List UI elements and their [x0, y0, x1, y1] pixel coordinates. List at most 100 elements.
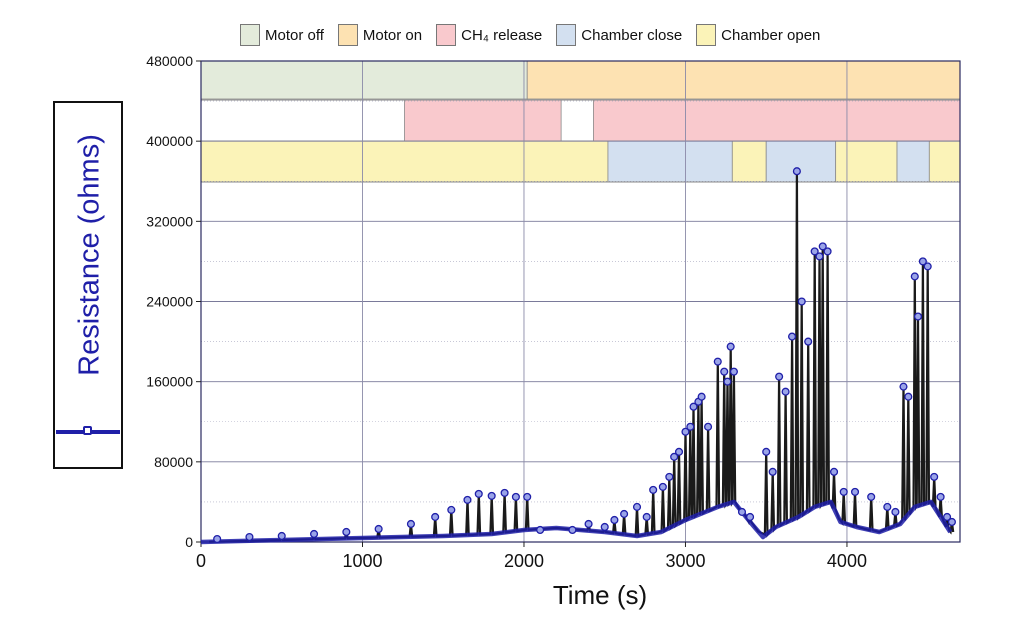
y-tick-label-80000: 80000 [154, 454, 193, 470]
series-point-10 [474, 489, 483, 498]
series-point-28 [681, 427, 690, 436]
x-axis-title: Time (s) [552, 580, 648, 610]
series-trace-black [209, 171, 955, 543]
series-point-17 [584, 519, 593, 529]
series-point-22 [642, 512, 651, 521]
series-point-46 [792, 167, 801, 176]
legend-item-chamber-close: Chamber close [556, 24, 682, 46]
series-point-37 [726, 342, 735, 351]
series-point-6 [406, 519, 415, 529]
band-chamber-segment-3 [765, 140, 837, 183]
series-point-20 [620, 509, 629, 518]
band-chamber-segment-6 [928, 140, 961, 183]
series-point-66 [936, 492, 945, 501]
series-point-47 [797, 297, 806, 306]
series-point-33 [704, 422, 713, 431]
series-point-15 [536, 525, 545, 535]
series-point-64 [923, 262, 932, 271]
y-tick-label-0: 0 [185, 534, 193, 550]
series-point-18 [600, 522, 609, 532]
series-point-41 [762, 447, 771, 456]
band-ch4-segment-0 [404, 99, 562, 142]
series-point-14 [523, 492, 532, 501]
band-chamber-segment-0 [200, 140, 609, 183]
band-chamber-segment-1 [607, 140, 733, 183]
series-point-44 [781, 387, 790, 396]
series-point-5 [374, 524, 383, 534]
y-axis-title-box [53, 101, 123, 469]
series-point-26 [670, 452, 679, 461]
chart-legend: Motor off Motor on CH₄ release Chamber c… [240, 20, 834, 50]
series-point-52 [823, 247, 832, 256]
series-point-49 [810, 247, 819, 256]
series-point-12 [500, 488, 509, 497]
series-point-24 [658, 482, 667, 491]
y-tick-label-400000: 400000 [146, 133, 193, 149]
legend-label-motor-on: Motor on [362, 26, 423, 44]
series-point-0 [213, 534, 222, 544]
series-point-62 [913, 312, 923, 321]
series-point-34 [713, 357, 722, 366]
series-point-57 [883, 502, 892, 511]
x-tick-label-1000: 1000 [342, 551, 382, 571]
legend-swatch-chamber-open [696, 24, 717, 46]
legend-swatch-motor-off [240, 24, 260, 46]
series-point-63 [918, 257, 927, 266]
y-tick-label-240000: 240000 [146, 294, 193, 310]
series-point-51 [818, 242, 827, 251]
legend-item-motor-on: Motor on [337, 24, 423, 46]
series-point-8 [447, 505, 456, 514]
series-point-19 [610, 515, 619, 525]
series-point-30 [689, 402, 698, 411]
series-point-38 [729, 367, 738, 376]
series-point-29 [686, 422, 695, 431]
series-point-1 [245, 532, 254, 542]
legend-item-motor-off: Motor off [240, 24, 324, 46]
series-point-32 [697, 392, 706, 401]
series-point-11 [487, 491, 496, 500]
legend-item-ch4-release: CH₄ release [436, 24, 542, 46]
series-point-56 [867, 492, 876, 501]
series-point-65 [930, 472, 939, 481]
legend-label-ch4-release: CH₄ release [461, 26, 543, 44]
legend-label-chamber-close: Chamber close [581, 26, 683, 44]
y-tick-label-320000: 320000 [146, 213, 193, 229]
series-point-21 [632, 502, 642, 511]
series-envelope-line [200, 499, 953, 545]
series-point-43 [775, 372, 784, 381]
series-point-59 [899, 382, 908, 391]
band-motor-segment-1 [526, 60, 961, 100]
series-point-35 [720, 367, 729, 376]
series-point-3 [309, 529, 319, 539]
series-point-39 [737, 507, 747, 516]
legend-label-motor-off: Motor off [265, 26, 324, 44]
series-point-54 [839, 487, 848, 496]
series-point-16 [568, 525, 577, 535]
series-point-36 [723, 377, 732, 386]
band-chamber-segment-2 [731, 140, 767, 183]
band-chamber-segment-5 [896, 140, 930, 183]
y-tick-label-480000: 480000 [146, 53, 193, 69]
legend-swatch-motor-on [337, 24, 358, 46]
series-point-23 [649, 485, 658, 494]
series-point-7 [431, 512, 440, 521]
x-tick-label-0: 0 [196, 551, 206, 571]
series-point-27 [674, 447, 684, 456]
series-point-48 [804, 337, 813, 346]
x-tick-label-4000: 4000 [827, 551, 867, 571]
y-axis-series-marker-sample [83, 426, 92, 435]
series-point-13 [511, 492, 520, 501]
series-point-55 [850, 487, 860, 496]
series-point-61 [910, 272, 919, 281]
series-point-60 [904, 392, 913, 401]
x-tick-label-3000: 3000 [665, 551, 705, 571]
series-point-53 [829, 467, 839, 476]
legend-swatch-ch4-release [436, 24, 457, 46]
series-point-50 [815, 252, 824, 261]
series-point-4 [342, 527, 351, 537]
series-point-67 [943, 512, 952, 521]
legend-label-chamber-open: Chamber open [721, 26, 821, 44]
series-point-45 [788, 332, 797, 341]
band-ch4-segment-1 [593, 99, 961, 142]
legend-swatch-chamber-close [556, 24, 577, 46]
